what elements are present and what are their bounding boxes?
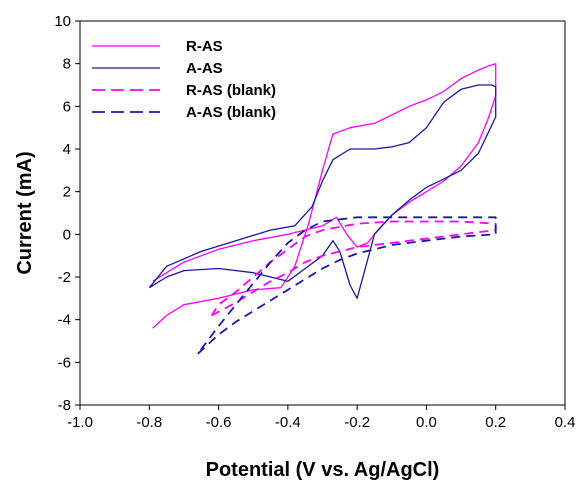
y-axis: -8 -6 -4 -2 0 2 4 6 8 10 [54,13,80,414]
x-axis: -1.0 -0.8 -0.6 -0.4 -0.2 0.0 0.2 0.4 [67,405,575,431]
y-tick-label: -2 [58,269,71,286]
x-tick-label: 0.2 [485,414,506,431]
series-line-a-as [148,84,497,299]
legend-label: A-AS (blank) [186,104,276,121]
y-tick-label: 8 [63,56,71,73]
x-tick-label: -0.2 [344,414,370,431]
x-tick-label: 0.0 [416,414,437,431]
legend: R-AS A-AS R-AS (blank) A-AS (blank) [92,38,276,121]
y-tick-label: 6 [63,98,71,115]
series-layer [148,63,497,355]
y-tick-label: -4 [58,312,71,329]
x-tick-label: -0.8 [136,414,162,431]
series-line-a-as-blank [197,216,497,355]
y-axis-title: Current (mA) [14,151,36,274]
y-tick-label: 0 [63,226,71,243]
legend-label: R-AS (blank) [186,82,276,99]
x-tick-label: 0.4 [555,414,576,431]
y-tick-label: -8 [58,397,71,414]
x-tick-label: -1.0 [67,414,93,431]
y-tick-label: 2 [63,184,71,201]
plot-frame [79,20,566,406]
x-tick-label: -0.4 [275,414,301,431]
y-tick-label: 10 [54,13,71,30]
x-tick-label: -0.6 [206,414,232,431]
legend-label: A-AS [186,60,223,77]
legend-label: R-AS [186,38,223,55]
y-tick-label: 4 [63,141,71,158]
x-axis-title: Potential (V vs. Ag/AgCl) [206,459,440,481]
y-tick-label: -6 [58,354,71,371]
